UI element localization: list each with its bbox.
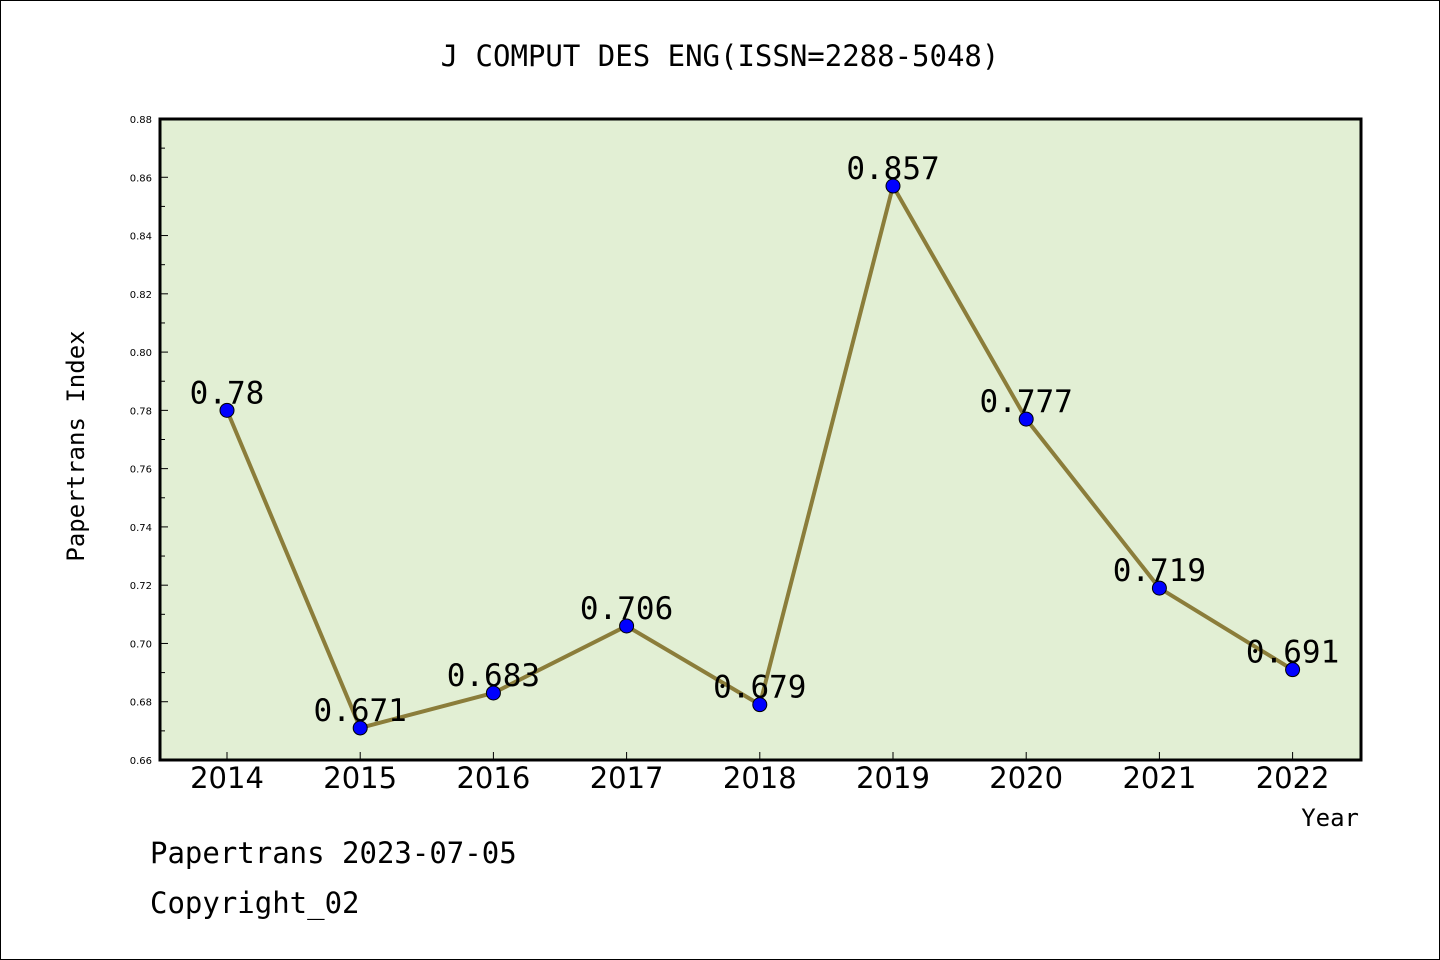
x-tick-label: 2022: [1256, 761, 1330, 795]
y-tick-label: 0.80: [130, 348, 152, 359]
x-tick-label: 2019: [856, 761, 930, 795]
y-tick-label: 0.76: [130, 465, 152, 476]
data-point: [219, 402, 235, 418]
plot-area: [158, 117, 1363, 762]
data-point: [1285, 662, 1301, 678]
x-tick-label: 2020: [989, 761, 1063, 795]
x-tick-label: 2016: [456, 761, 530, 795]
data-label: 0.857: [846, 151, 939, 187]
data-point: [1151, 580, 1167, 596]
data-label: 0.706: [580, 591, 673, 627]
y-tick-label: 0.70: [130, 639, 152, 650]
data-label: 0.671: [314, 693, 407, 729]
data-label: 0.691: [1246, 635, 1339, 671]
y-tick-label: 0.66: [130, 756, 152, 767]
x-axis: 2014 2015 2016 2017 2018 2019 2020 2021 2022: [190, 752, 1330, 795]
footer-date: Papertrans 2023-07-05: [150, 836, 517, 870]
footer-copyright: Copyright_02: [150, 886, 360, 920]
y-tick-label: 0.82: [130, 290, 152, 301]
series-layer: 0.78 0.671 0.683 0.706 0.679 0.857 0.777 0.719 0…: [190, 151, 1339, 736]
x-tick-label: 2014: [190, 761, 264, 795]
data-label: 0.78: [190, 375, 265, 411]
data-point: [485, 685, 501, 701]
x-tick-label: 2015: [323, 761, 397, 795]
data-label: 0.679: [713, 670, 806, 706]
y-tick-label: 0.86: [130, 173, 152, 184]
x-tick-label: 2018: [723, 761, 797, 795]
data-point: [752, 697, 768, 713]
y-axis: 0.66 0.68 0.70 0.72 0.74 0.76 0.78 0.80 0.82 0.84…: [130, 115, 168, 767]
data-label: 0.683: [447, 658, 540, 694]
data-label: 0.777: [980, 384, 1073, 420]
data-label: 0.719: [1113, 553, 1206, 589]
y-tick-label: 0.84: [130, 232, 152, 243]
data-point: [1018, 411, 1034, 427]
y-tick-label: 0.78: [130, 406, 152, 417]
y-axis-title: Papertrans Index: [62, 330, 90, 561]
chart-title: J COMPUT DES ENG(ISSN=2288-5048): [441, 39, 1000, 73]
y-tick-label: 0.74: [130, 523, 152, 534]
x-axis-title: Year: [1301, 804, 1359, 832]
y-tick-label: 0.68: [130, 698, 152, 709]
data-point: [619, 618, 635, 634]
y-tick-label: 0.88: [130, 115, 152, 126]
x-tick-label: 2021: [1122, 761, 1196, 795]
data-point: [352, 720, 368, 736]
x-tick-label: 2017: [590, 761, 664, 795]
y-tick-label: 0.72: [130, 581, 152, 592]
data-point: [885, 178, 901, 194]
